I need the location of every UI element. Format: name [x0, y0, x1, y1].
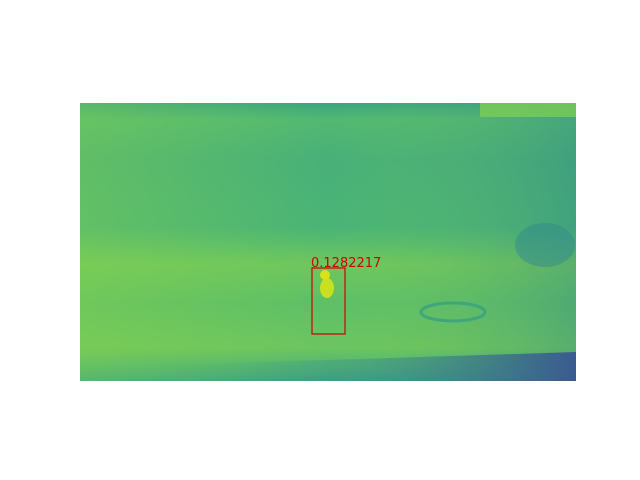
object-head	[320, 270, 330, 280]
object	[320, 278, 334, 298]
manhole	[419, 301, 487, 323]
curb	[80, 352, 576, 381]
image-corner	[480, 103, 576, 117]
photo	[80, 103, 576, 381]
image-shade	[80, 103, 576, 381]
bounding-box	[311, 267, 346, 335]
shadow	[515, 223, 575, 267]
score-label: 0.1282217	[311, 256, 381, 271]
